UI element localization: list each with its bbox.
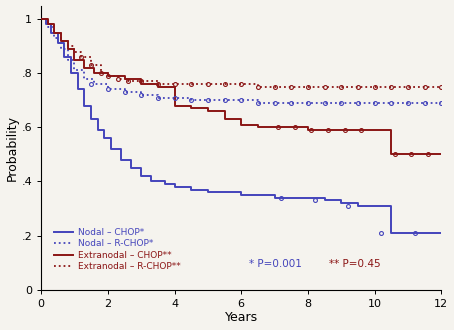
X-axis label: Years: Years: [225, 312, 258, 324]
Legend: Nodal – CHOP*, Nodal – R-CHOP*, Extranodal – CHOP**, Extranodal – R-CHOP**: Nodal – CHOP*, Nodal – R-CHOP*, Extranod…: [54, 228, 181, 271]
Text: * P=0.001: * P=0.001: [249, 259, 302, 269]
Y-axis label: Probability: Probability: [5, 115, 19, 181]
Text: ** P=0.45: ** P=0.45: [329, 259, 381, 269]
